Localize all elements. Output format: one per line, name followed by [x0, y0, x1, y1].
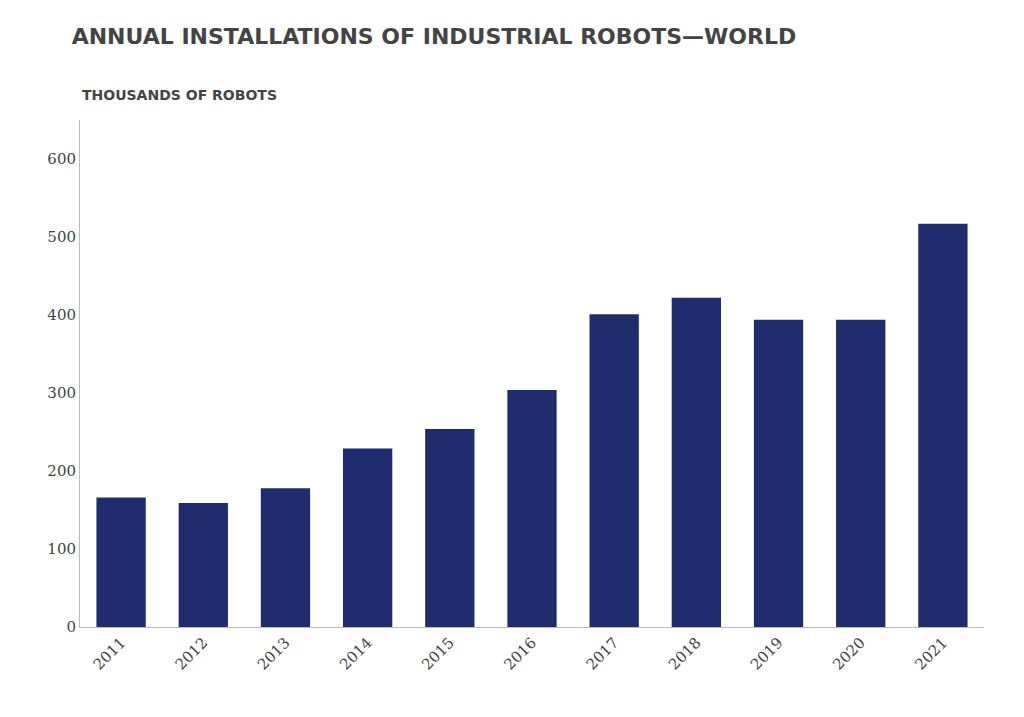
svg-text:600: 600 — [47, 150, 76, 168]
svg-text:400: 400 — [47, 306, 76, 324]
svg-text:100: 100 — [47, 540, 76, 558]
svg-text:ANNUAL INSTALLATIONS OF INDUST: ANNUAL INSTALLATIONS OF INDUSTRIAL ROBOT… — [72, 24, 797, 49]
svg-text:2016: 2016 — [500, 634, 540, 674]
svg-text:500: 500 — [47, 228, 76, 246]
svg-text:2019: 2019 — [747, 634, 787, 674]
svg-text:2020: 2020 — [829, 634, 869, 674]
svg-text:2014: 2014 — [336, 634, 376, 674]
svg-text:2017: 2017 — [583, 634, 623, 674]
svg-text:2021: 2021 — [911, 634, 951, 674]
svg-text:2012: 2012 — [172, 634, 212, 674]
svg-text:2015: 2015 — [418, 634, 458, 674]
svg-text:THOUSANDS OF ROBOTS: THOUSANDS OF ROBOTS — [82, 87, 277, 103]
svg-text:2011: 2011 — [89, 634, 129, 674]
svg-text:200: 200 — [47, 462, 76, 480]
svg-text:2013: 2013 — [254, 634, 294, 674]
svg-text:0: 0 — [66, 618, 76, 636]
svg-text:2018: 2018 — [665, 634, 705, 674]
svg-text:300: 300 — [47, 384, 76, 402]
